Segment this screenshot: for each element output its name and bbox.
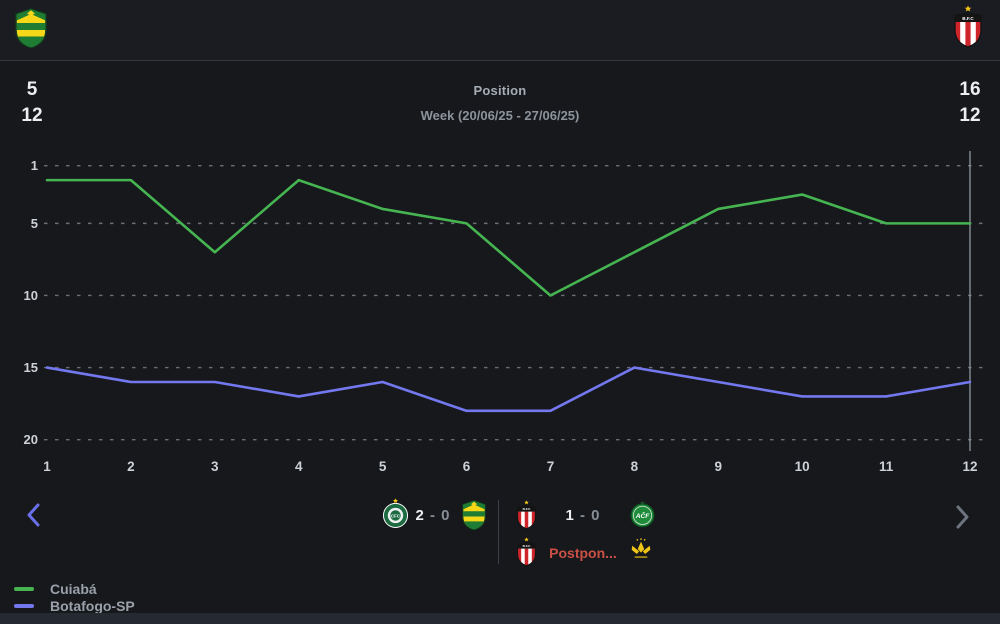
svg-text:7: 7 bbox=[547, 459, 555, 474]
svg-text:8: 8 bbox=[631, 459, 639, 474]
home-score: 1 bbox=[565, 507, 575, 524]
chart-subtitle-week-range: Week (20/06/25 - 27/06/25) bbox=[420, 108, 580, 123]
away-current-week: 12 bbox=[959, 105, 981, 126]
svg-text:AĈF: AĈF bbox=[635, 511, 651, 520]
match-score-coritiba-cuiaba[interactable]: 2 - 0 bbox=[405, 507, 461, 524]
svg-text:1: 1 bbox=[31, 158, 38, 173]
svg-text:B.F.C: B.F.C bbox=[523, 544, 532, 548]
chart-title: Position bbox=[473, 83, 527, 98]
score-separator: - bbox=[430, 507, 436, 524]
carousel-next-button[interactable] bbox=[952, 504, 972, 530]
legend-item-botafogo-sp[interactable]: Botafogo-SP bbox=[14, 597, 135, 614]
cuiaba-crest-icon[interactable] bbox=[15, 8, 47, 53]
amazonas-crest-icon[interactable] bbox=[628, 538, 654, 565]
score-separator: - bbox=[580, 507, 586, 524]
home-current-week: 12 bbox=[21, 105, 43, 126]
svg-text:2: 2 bbox=[127, 459, 135, 474]
svg-text:15: 15 bbox=[24, 360, 38, 375]
home-position-week: 5 12 bbox=[17, 77, 47, 129]
coritiba-crest-icon[interactable]: CFC bbox=[382, 498, 409, 534]
svg-text:20: 20 bbox=[24, 432, 38, 447]
svg-text:CFC: CFC bbox=[391, 513, 401, 518]
header-divider bbox=[0, 60, 1000, 61]
botafogo-sp-small-crest-icon[interactable]: B.F.C bbox=[516, 500, 537, 535]
svg-text:5: 5 bbox=[379, 459, 387, 474]
svg-text:9: 9 bbox=[715, 459, 723, 474]
legend-label: Cuiabá bbox=[50, 580, 97, 597]
match-group-divider bbox=[498, 500, 499, 564]
match-score-botafogo-chapecoense[interactable]: 1 - 0 bbox=[545, 507, 621, 524]
home-score: 2 bbox=[415, 507, 425, 524]
botafogo-sp-line-swatch bbox=[14, 603, 34, 608]
legend-item-cuiaba[interactable]: Cuiabá bbox=[14, 580, 135, 597]
home-current-position: 5 bbox=[26, 79, 38, 100]
chart-legend: Cuiabá Botafogo-SP bbox=[14, 580, 135, 614]
botafogo-sp-small-crest-icon[interactable]: B.F.C bbox=[516, 537, 537, 572]
svg-text:3: 3 bbox=[211, 459, 219, 474]
svg-text:B.F.C: B.F.C bbox=[962, 16, 974, 21]
botafogo-sp-crest-icon[interactable]: B.F.C bbox=[953, 5, 983, 54]
svg-text:10: 10 bbox=[24, 288, 38, 303]
bottom-panel-edge bbox=[0, 613, 1000, 624]
svg-text:5: 5 bbox=[31, 216, 38, 231]
away-score: 0 bbox=[591, 507, 601, 524]
away-position-week: 16 12 bbox=[955, 77, 985, 129]
match-status-postponed[interactable]: Postpon... bbox=[549, 545, 617, 561]
legend-label: Botafogo-SP bbox=[50, 597, 135, 614]
svg-text:1: 1 bbox=[43, 459, 51, 474]
chapecoense-crest-icon[interactable]: AĈF bbox=[630, 500, 655, 533]
position-chart: 1 5 10 15 20 1 2 3 4 5 6 7 8 9 10 11 12 bbox=[0, 145, 1000, 480]
away-current-position: 16 bbox=[959, 79, 981, 100]
svg-text:10: 10 bbox=[795, 459, 810, 474]
carousel-prev-button[interactable] bbox=[24, 502, 44, 528]
team-header-bar bbox=[0, 0, 1000, 60]
svg-text:B.F.C: B.F.C bbox=[523, 507, 532, 511]
cuiaba-line-swatch bbox=[14, 586, 34, 591]
svg-text:12: 12 bbox=[962, 459, 977, 474]
cuiaba-small-crest-icon[interactable] bbox=[462, 500, 486, 535]
away-score: 0 bbox=[441, 507, 451, 524]
svg-text:4: 4 bbox=[295, 459, 303, 474]
svg-text:6: 6 bbox=[463, 459, 471, 474]
svg-text:11: 11 bbox=[879, 459, 894, 474]
